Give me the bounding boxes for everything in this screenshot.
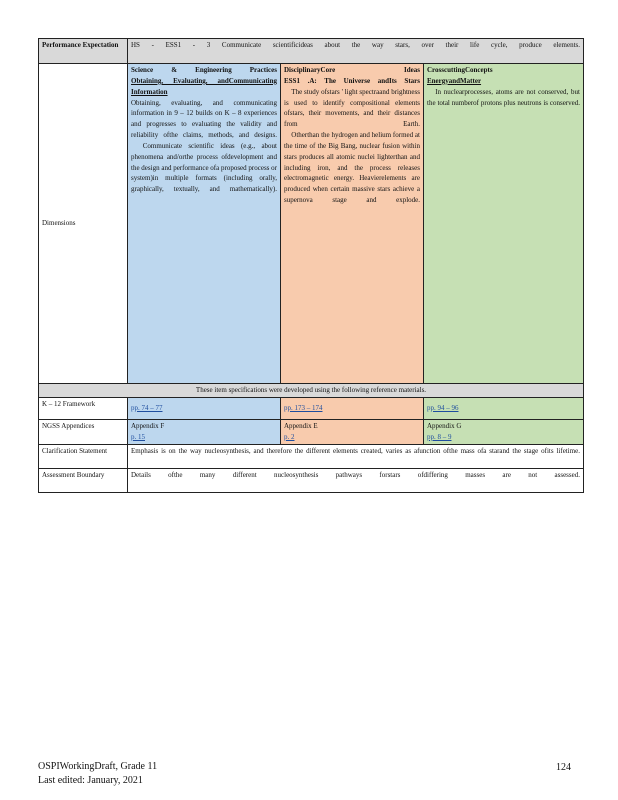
assessment-label: Assessment Boundary [38,467,128,493]
core-ideas-subheading: ESS1 .A: The Universe andIts Stars [284,76,420,85]
ngss-practices-pages-link[interactable]: p. 15 [131,432,145,441]
ngss-crosscutting-pages-link[interactable]: pp. 8 – 9 [427,432,452,441]
footer-title: OSPIWorkingDraft, Grade 11 [38,761,158,772]
ngss-label: NGSS Appendices [38,418,128,445]
practices-heading: Science & Engineering Practices [131,66,277,74]
practices-cell: Science & Engineering Practices Obtainin… [127,63,281,384]
footer-edited-date: Last edited: January, 2021 [38,774,143,786]
ngss-core-ideas-appendix: Appendix E [284,421,318,430]
core-ideas-bullet-2:  Otherthan the hydrogen and helium form… [284,131,420,205]
dimensions-row: Dimensions Science & Engineering Practic… [38,63,584,384]
performance-expectation-text: HS - ESS1 - 3 Communicate scientificidea… [127,38,584,64]
clarification-row: Clarification Statement Emphasis is on t… [38,443,584,469]
framework-label: K – 12 Framework [38,396,128,420]
ngss-practices-cell: Appendix F p. 15 [127,418,281,445]
item-specification-table: Performance Expectation HS - ESS1 - 3 Co… [38,38,584,493]
core-ideas-cell: DisciplinaryCore Ideas ESS1 .A: The Univ… [280,63,424,384]
dimensions-label: Dimensions [38,63,128,384]
framework-row: K – 12 Framework pp. 74 – 77 pp. 173 – 1… [38,396,584,420]
crosscutting-bullet:  In nuclearprocesses, atoms are not con… [427,87,580,107]
performance-expectation-label: Performance Expectation [38,38,128,64]
clarification-text: Emphasis is on the way nucleosynthesis, … [127,443,584,469]
practices-subheading: Obtaining, Evaluating, andCommunicating … [131,76,277,96]
crosscutting-cell: CrosscuttingConcepts EnergyandMatter  I… [423,63,584,384]
framework-crosscutting-pages-link[interactable]: pp. 94 – 96 [427,403,459,412]
crosscutting-subheading: EnergyandMatter [427,76,482,85]
performance-expectation-row: Performance Expectation HS - ESS1 - 3 Co… [38,38,584,64]
page-number: 124 [556,762,571,773]
crosscutting-heading: CrosscuttingConcepts [427,66,493,74]
framework-core-ideas-pages-link[interactable]: pp. 173 – 174 [284,403,323,412]
reference-note-row: These item specifications were developed… [38,383,584,398]
ngss-crosscutting-cell: Appendix G pp. 8 – 9 [423,418,584,445]
ngss-core-ideas-pages-link[interactable]: p. 2 [284,432,295,441]
practices-bullet:  Communicate scientific ideas (e.g., ab… [131,141,277,194]
assessment-row: Assessment Boundary Details ofthe many d… [38,467,584,493]
assessment-text: Details ofthe many different nucleosynth… [127,467,584,493]
ngss-core-ideas-cell: Appendix E p. 2 [280,418,424,445]
core-ideas-heading: DisciplinaryCore Ideas [284,66,420,74]
ngss-crosscutting-appendix: Appendix G [427,421,462,430]
practices-body: Obtaining, evaluating, and communicating… [131,98,277,140]
ngss-row: NGSS Appendices Appendix F p. 15 Appendi… [38,418,584,445]
ngss-practices-appendix: Appendix F [131,421,165,430]
footer: OSPIWorkingDraft, Grade 11 Last edited: … [38,760,157,787]
clarification-label: Clarification Statement [38,443,128,469]
core-ideas-bullet-1:  The study ofstars ' light spectraand b… [284,87,420,129]
framework-practices-pages-link[interactable]: pp. 74 – 77 [131,403,163,412]
reference-note: These item specifications were developed… [38,383,584,398]
